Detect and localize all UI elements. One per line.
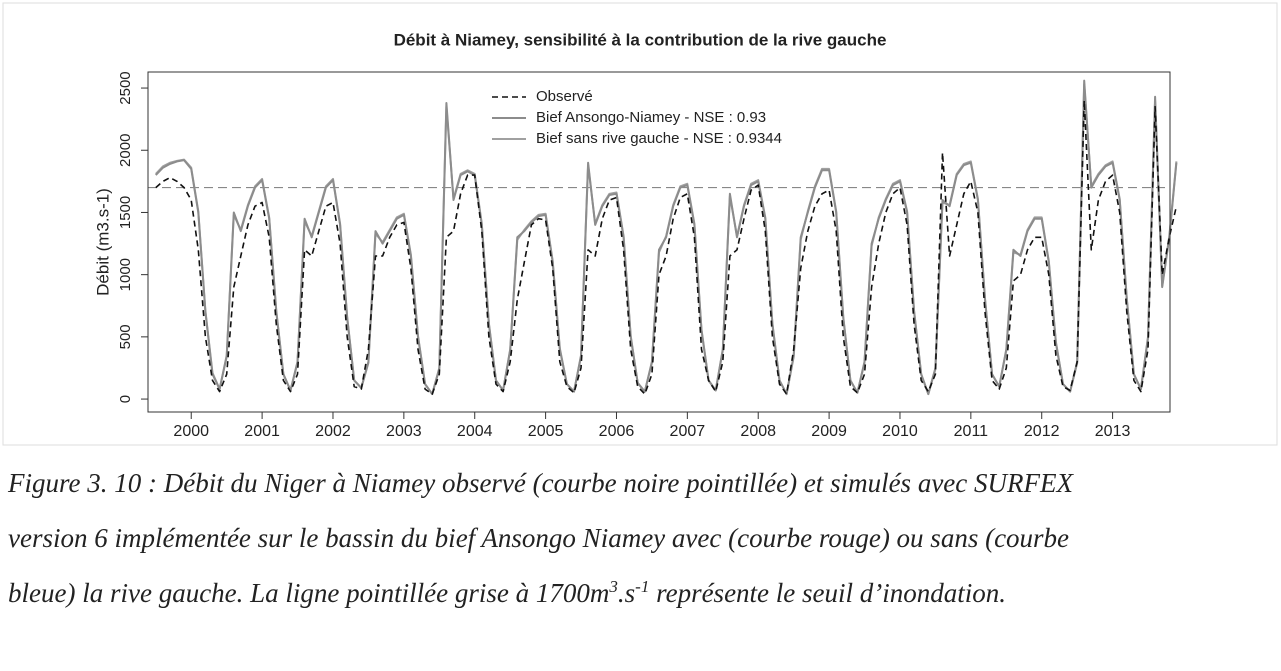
caption-text: bleue) la rive gauche. La ligne pointill… <box>8 578 610 608</box>
x-tick-label: 2000 <box>173 423 209 440</box>
x-tick-label: 2006 <box>599 423 635 440</box>
y-tick-label: 2500 <box>117 71 134 104</box>
x-tick-label: 2012 <box>1024 423 1060 440</box>
x-tick-label: 2004 <box>457 423 493 440</box>
chart-title: Débit à Niamey, sensibilité à la contrib… <box>394 30 887 49</box>
legend-label: Bief sans rive gauche - NSE : 0.9344 <box>536 130 782 147</box>
x-tick-label: 2001 <box>244 423 280 440</box>
x-tick-label: 2010 <box>882 423 918 440</box>
x-tick-label: 2007 <box>670 423 706 440</box>
figure-frame <box>2 2 1278 446</box>
legend-label: Observé <box>536 88 593 105</box>
x-tick-label: 2005 <box>528 423 564 440</box>
series-line <box>155 99 1178 395</box>
y-tick-label: 500 <box>117 324 134 349</box>
y-tick-label: 1000 <box>117 258 134 291</box>
x-tick-label: 2002 <box>315 423 351 440</box>
y-tick-label: 2000 <box>117 134 134 167</box>
x-tick-label: 2013 <box>1095 423 1131 440</box>
superscript: 3 <box>609 577 618 596</box>
x-tick-label: 2003 <box>386 423 422 440</box>
superscript: -1 <box>635 577 650 596</box>
x-tick-label: 2008 <box>740 423 776 440</box>
caption-line: version 6 implémentée sur le bassin du b… <box>8 523 1070 553</box>
plot-frame <box>147 71 1171 413</box>
caption-text: représente le seuil d’inondation. <box>649 578 1007 608</box>
x-tick-label: 2009 <box>811 423 847 440</box>
y-axis-label: Débit (m3.s-1) <box>93 188 112 296</box>
series-line <box>155 79 1178 396</box>
legend-label: Bief Ansongo-Niamey - NSE : 0.93 <box>536 109 766 126</box>
caption-line: Figure 3. 10 : Débit du Niger à Niamey o… <box>8 468 1073 498</box>
caption-line: bleue) la rive gauche. La ligne pointill… <box>8 566 1073 621</box>
caption: Figure 3. 10 : Débit du Niger à Niamey o… <box>8 456 1073 621</box>
y-tick-label: 0 <box>117 395 134 403</box>
caption-text: .s <box>617 578 636 608</box>
chart: Débit à Niamey, sensibilité à la contrib… <box>2 2 1278 446</box>
y-tick-label: 1500 <box>117 196 134 229</box>
x-tick-label: 2011 <box>954 423 989 440</box>
